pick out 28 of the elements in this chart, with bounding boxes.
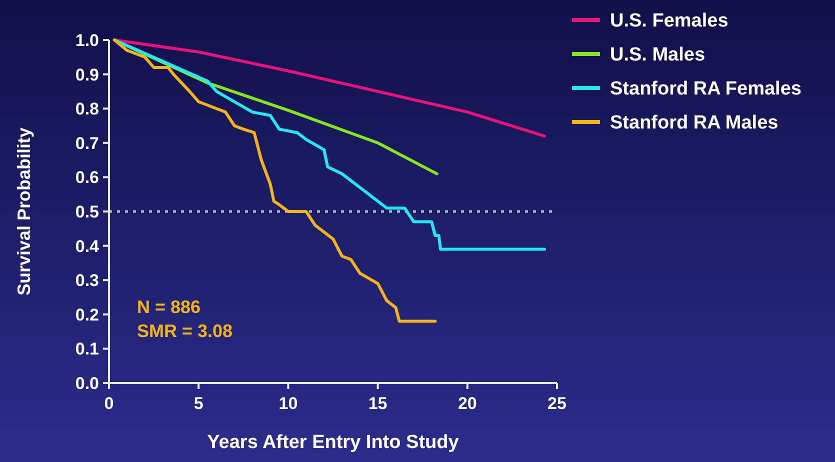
x-tick-label: 25 (548, 394, 566, 413)
legend-label: Stanford RA Females (610, 78, 802, 100)
y-tick-label: 0.2 (75, 305, 99, 324)
y-tick-label: 0.4 (75, 236, 100, 256)
y-tick-label: 1.0 (75, 30, 99, 50)
y-tick-label: 0.3 (75, 271, 99, 290)
x-tick-label: 10 (278, 394, 298, 413)
x-tick-label: 0 (104, 394, 114, 413)
annotation: SMR = 3.08 (137, 321, 233, 341)
y-tick-label: 0.5 (75, 202, 99, 222)
y-tick-label: 0.7 (75, 134, 99, 153)
y-tick-label: 0.8 (75, 100, 99, 119)
line-series (112, 38, 437, 323)
x-tick-label: 5 (194, 394, 204, 413)
x-tick-label: 20 (458, 394, 477, 413)
x-axis-title: Years After Entry Into Study (207, 432, 460, 453)
line-series (112, 38, 546, 251)
y-tick-label: 0.1 (75, 340, 99, 359)
legend-label: U.S. Males (610, 44, 706, 66)
legend-label: Stanford RA Males (610, 112, 778, 134)
line-series (112, 38, 546, 138)
legend-label: U.S. Females (610, 10, 728, 32)
annotation: N = 886 (137, 297, 201, 317)
y-tick-label: 0.6 (75, 168, 99, 188)
x-tick-label: 15 (368, 394, 388, 413)
y-tick-label: 0.9 (75, 65, 99, 84)
y-tick-label: 0.0 (75, 374, 99, 393)
y-axis-title: Survival Probability (14, 127, 34, 296)
